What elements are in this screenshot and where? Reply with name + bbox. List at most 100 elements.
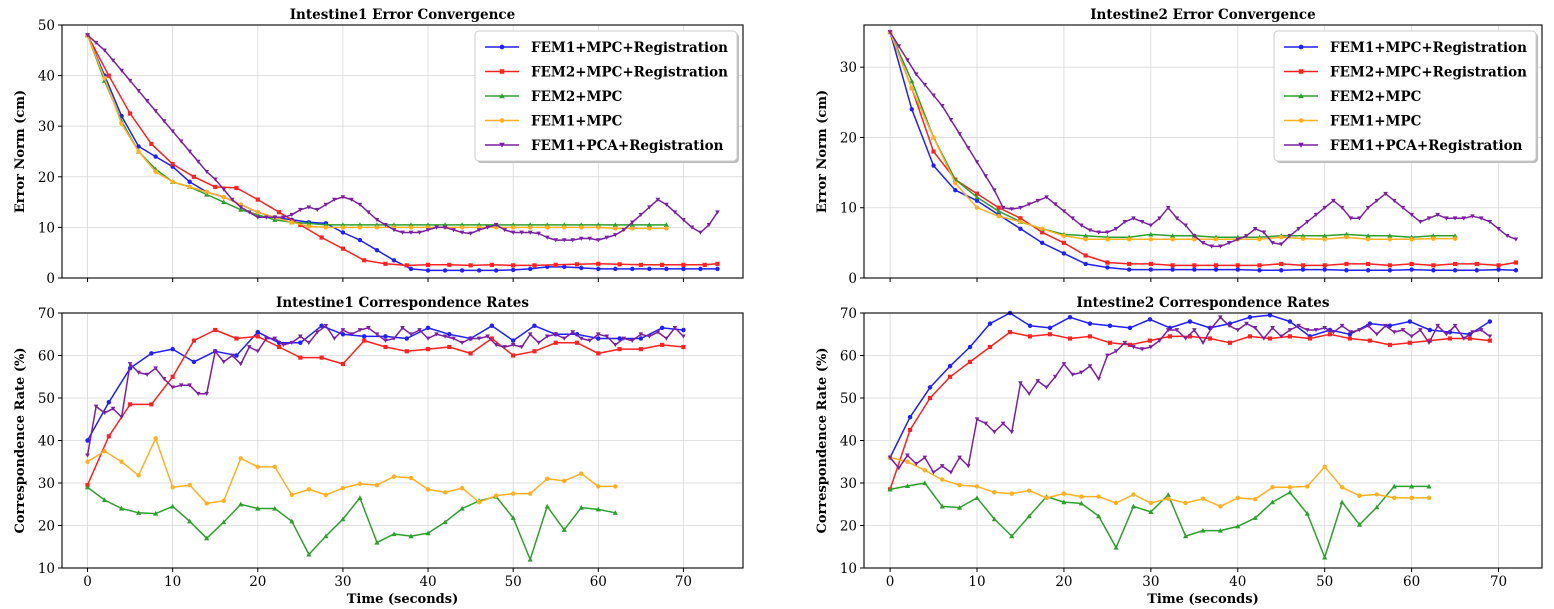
data-point: [1400, 328, 1406, 333]
y-axis-label: Correspondence Rate (%): [815, 347, 830, 533]
data-point: [442, 268, 448, 273]
data-point: [1018, 216, 1023, 221]
data-point: [493, 493, 499, 498]
data-point: [646, 222, 652, 227]
data-point: [459, 225, 465, 230]
data-point: [212, 349, 218, 354]
data-point: [1252, 515, 1258, 520]
data-point: [204, 535, 210, 541]
data-point: [408, 475, 414, 481]
data-point: [1407, 340, 1412, 345]
data-point: [1209, 326, 1214, 331]
data-point: [459, 340, 465, 346]
data-point: [1287, 233, 1293, 239]
data-point: [1387, 233, 1393, 238]
data-point: [1027, 323, 1033, 328]
legend-marker-fem1-mpc-registration: [1298, 44, 1304, 50]
data-point: [1409, 483, 1415, 489]
data-point: [536, 231, 541, 236]
data-point: [1279, 235, 1284, 240]
legend-label-fem2-mpc: FEM2+MPC: [531, 89, 623, 105]
legend-marker-fem2-mpc-registration: [499, 69, 505, 74]
data-point: [255, 197, 260, 202]
data-point: [502, 228, 507, 233]
data-point: [323, 202, 329, 207]
data-point: [383, 334, 388, 339]
data-point: [118, 505, 125, 511]
y-tick-label: 0: [46, 271, 55, 287]
data-point: [204, 169, 210, 175]
data-point: [1322, 326, 1327, 331]
data-point: [909, 86, 915, 91]
data-point: [127, 78, 133, 83]
data-point: [357, 237, 363, 243]
legend-marker-fem2-mpc: [499, 93, 505, 99]
data-point: [442, 490, 448, 495]
data-point: [1409, 334, 1414, 339]
data-point: [1157, 338, 1162, 343]
data-point: [561, 238, 567, 243]
data-point: [374, 482, 380, 488]
data-point: [1226, 241, 1232, 246]
data-point: [1470, 214, 1475, 219]
data-point: [1435, 212, 1440, 218]
data-point: [1113, 545, 1119, 550]
data-point: [1287, 328, 1293, 333]
data-point: [383, 261, 388, 266]
data-point: [442, 519, 448, 525]
data-point: [613, 343, 618, 348]
data-point: [647, 205, 652, 210]
data-point: [1296, 323, 1301, 329]
data-point: [987, 321, 993, 326]
data-point: [434, 332, 439, 337]
data-point: [221, 187, 227, 192]
data-point: [1339, 499, 1345, 505]
data-point: [1000, 421, 1006, 426]
data-point: [357, 495, 363, 500]
data-point: [170, 179, 175, 185]
data-point: [1300, 233, 1306, 238]
data-point: [1452, 216, 1458, 221]
y-tick-label: 40: [840, 434, 857, 450]
data-point: [1009, 533, 1015, 539]
data-point: [1357, 328, 1362, 333]
data-point: [195, 159, 201, 164]
legend-box: [1273, 30, 1537, 162]
data-point: [191, 338, 197, 343]
data-point: [1147, 338, 1153, 343]
data-point: [974, 191, 980, 196]
data-point: [489, 262, 494, 267]
data-point: [527, 556, 533, 562]
legend-label-fem1-mpc-registration: FEM1+MPC+Registration: [1330, 40, 1527, 56]
data-point: [974, 198, 980, 203]
data-point: [913, 72, 919, 77]
data-point: [1366, 261, 1371, 267]
data-point: [1322, 267, 1327, 272]
data-point: [434, 225, 439, 230]
data-point: [404, 336, 409, 341]
data-point: [689, 225, 695, 230]
data-point: [425, 347, 431, 352]
data-point: [1287, 489, 1293, 495]
data-point: [1192, 263, 1197, 268]
data-point: [664, 226, 669, 231]
data-point: [922, 82, 928, 88]
data-point: [187, 518, 193, 524]
data-point: [587, 338, 593, 343]
data-point: [1300, 263, 1306, 268]
data-point: [383, 338, 388, 343]
data-point: [1387, 342, 1392, 347]
data-point: [1174, 216, 1180, 221]
data-point: [1127, 261, 1132, 267]
chart-title: Intestine1 Correspondence Rates: [276, 295, 529, 311]
data-point: [1261, 230, 1267, 235]
data-point: [1018, 219, 1023, 224]
data-point: [195, 391, 201, 397]
data-point: [1409, 267, 1414, 272]
series-line-fem1-mpc-registration: [86, 325, 684, 441]
chart-title: Intestine1 Error Convergence: [290, 7, 516, 23]
data-point: [1305, 328, 1310, 333]
data-point: [1374, 504, 1380, 510]
data-point: [706, 223, 712, 228]
x-tick-label: 50: [1316, 574, 1333, 590]
